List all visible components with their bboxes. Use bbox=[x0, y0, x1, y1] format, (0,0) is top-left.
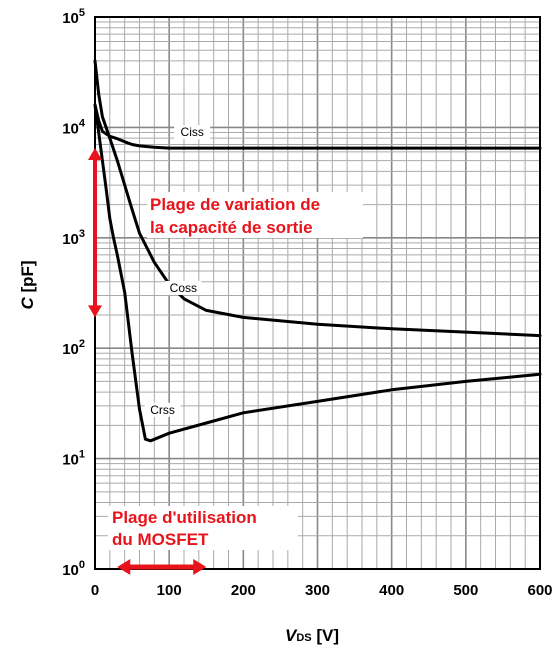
y-tick-base: 10 bbox=[62, 341, 79, 358]
y-axis-title: C [pF] bbox=[18, 260, 37, 309]
annotation-capacitance-line1: Plage de variation de bbox=[150, 195, 320, 214]
curve-label-crss: Crss bbox=[150, 403, 175, 417]
y-tick-exponent: 5 bbox=[79, 7, 85, 19]
curve-label-bg bbox=[174, 125, 211, 140]
x-tick-label: 300 bbox=[305, 582, 330, 599]
curves bbox=[93, 59, 542, 443]
annotation-capacitance-line2: la capacité de sortie bbox=[150, 218, 313, 237]
x-axis-title-main: V bbox=[285, 626, 298, 645]
x-axis-title-unit: [V] bbox=[312, 626, 339, 645]
y-axis-title-main: C bbox=[18, 297, 37, 310]
curve-labels: Ciss Coss Crss bbox=[144, 125, 211, 417]
grid bbox=[95, 17, 540, 569]
annotation-bg bbox=[108, 506, 298, 550]
y-tick-base: 10 bbox=[62, 10, 79, 27]
curve-label-coss: Coss bbox=[170, 281, 197, 295]
y-tick-base: 10 bbox=[62, 120, 79, 137]
horizontal-arrow-head-left bbox=[117, 559, 131, 575]
curve-crss bbox=[93, 103, 542, 443]
y-tick-label: 105 bbox=[62, 7, 85, 27]
curve-label-ciss: Ciss bbox=[181, 125, 204, 139]
x-tick-label: 600 bbox=[527, 582, 552, 599]
y-tick-base: 10 bbox=[62, 231, 79, 248]
vertical-arrow-head-bottom bbox=[88, 305, 102, 318]
annotation-operating-line1: Plage d'utilisation bbox=[112, 508, 257, 527]
x-tick-label: 0 bbox=[91, 582, 99, 599]
annotation-bg bbox=[147, 192, 363, 238]
x-tick-label: 200 bbox=[231, 582, 256, 599]
curve-ciss bbox=[93, 103, 542, 150]
y-tick-base: 10 bbox=[62, 562, 79, 579]
y-tick-label: 103 bbox=[62, 228, 85, 248]
y-tick-label: 104 bbox=[62, 117, 86, 137]
y-tick-exponent: 3 bbox=[79, 228, 85, 240]
horizontal-arrow-head-right bbox=[193, 559, 207, 575]
x-tick-label: 400 bbox=[379, 582, 404, 599]
curve-label-bg bbox=[144, 402, 181, 417]
x-axis-title-sub: DS bbox=[296, 632, 311, 644]
curve-coss bbox=[93, 59, 542, 338]
y-tick-label: 100 bbox=[62, 559, 85, 579]
x-tick-labels: 0 100 200 300 400 500 600 bbox=[91, 582, 553, 599]
y-tick-exponent: 1 bbox=[79, 449, 85, 461]
annotation-operating-line2: du MOSFET bbox=[112, 530, 209, 549]
x-axis-title: VDS [V] bbox=[285, 626, 339, 645]
y-tick-exponent: 4 bbox=[79, 117, 86, 129]
annotations: Plage de variation de la capacité de sort… bbox=[88, 148, 363, 575]
y-tick-label: 101 bbox=[62, 449, 85, 469]
y-tick-exponent: 0 bbox=[79, 559, 85, 571]
y-tick-label: 102 bbox=[62, 338, 85, 358]
vertical-arrow-head-top bbox=[88, 148, 102, 161]
y-axis-title-unit: [pF] bbox=[18, 260, 37, 297]
y-tick-exponent: 2 bbox=[79, 338, 85, 350]
y-tick-base: 10 bbox=[62, 452, 79, 469]
x-tick-label: 500 bbox=[453, 582, 478, 599]
x-tick-label: 100 bbox=[157, 582, 182, 599]
curve-label-bg bbox=[165, 280, 202, 295]
